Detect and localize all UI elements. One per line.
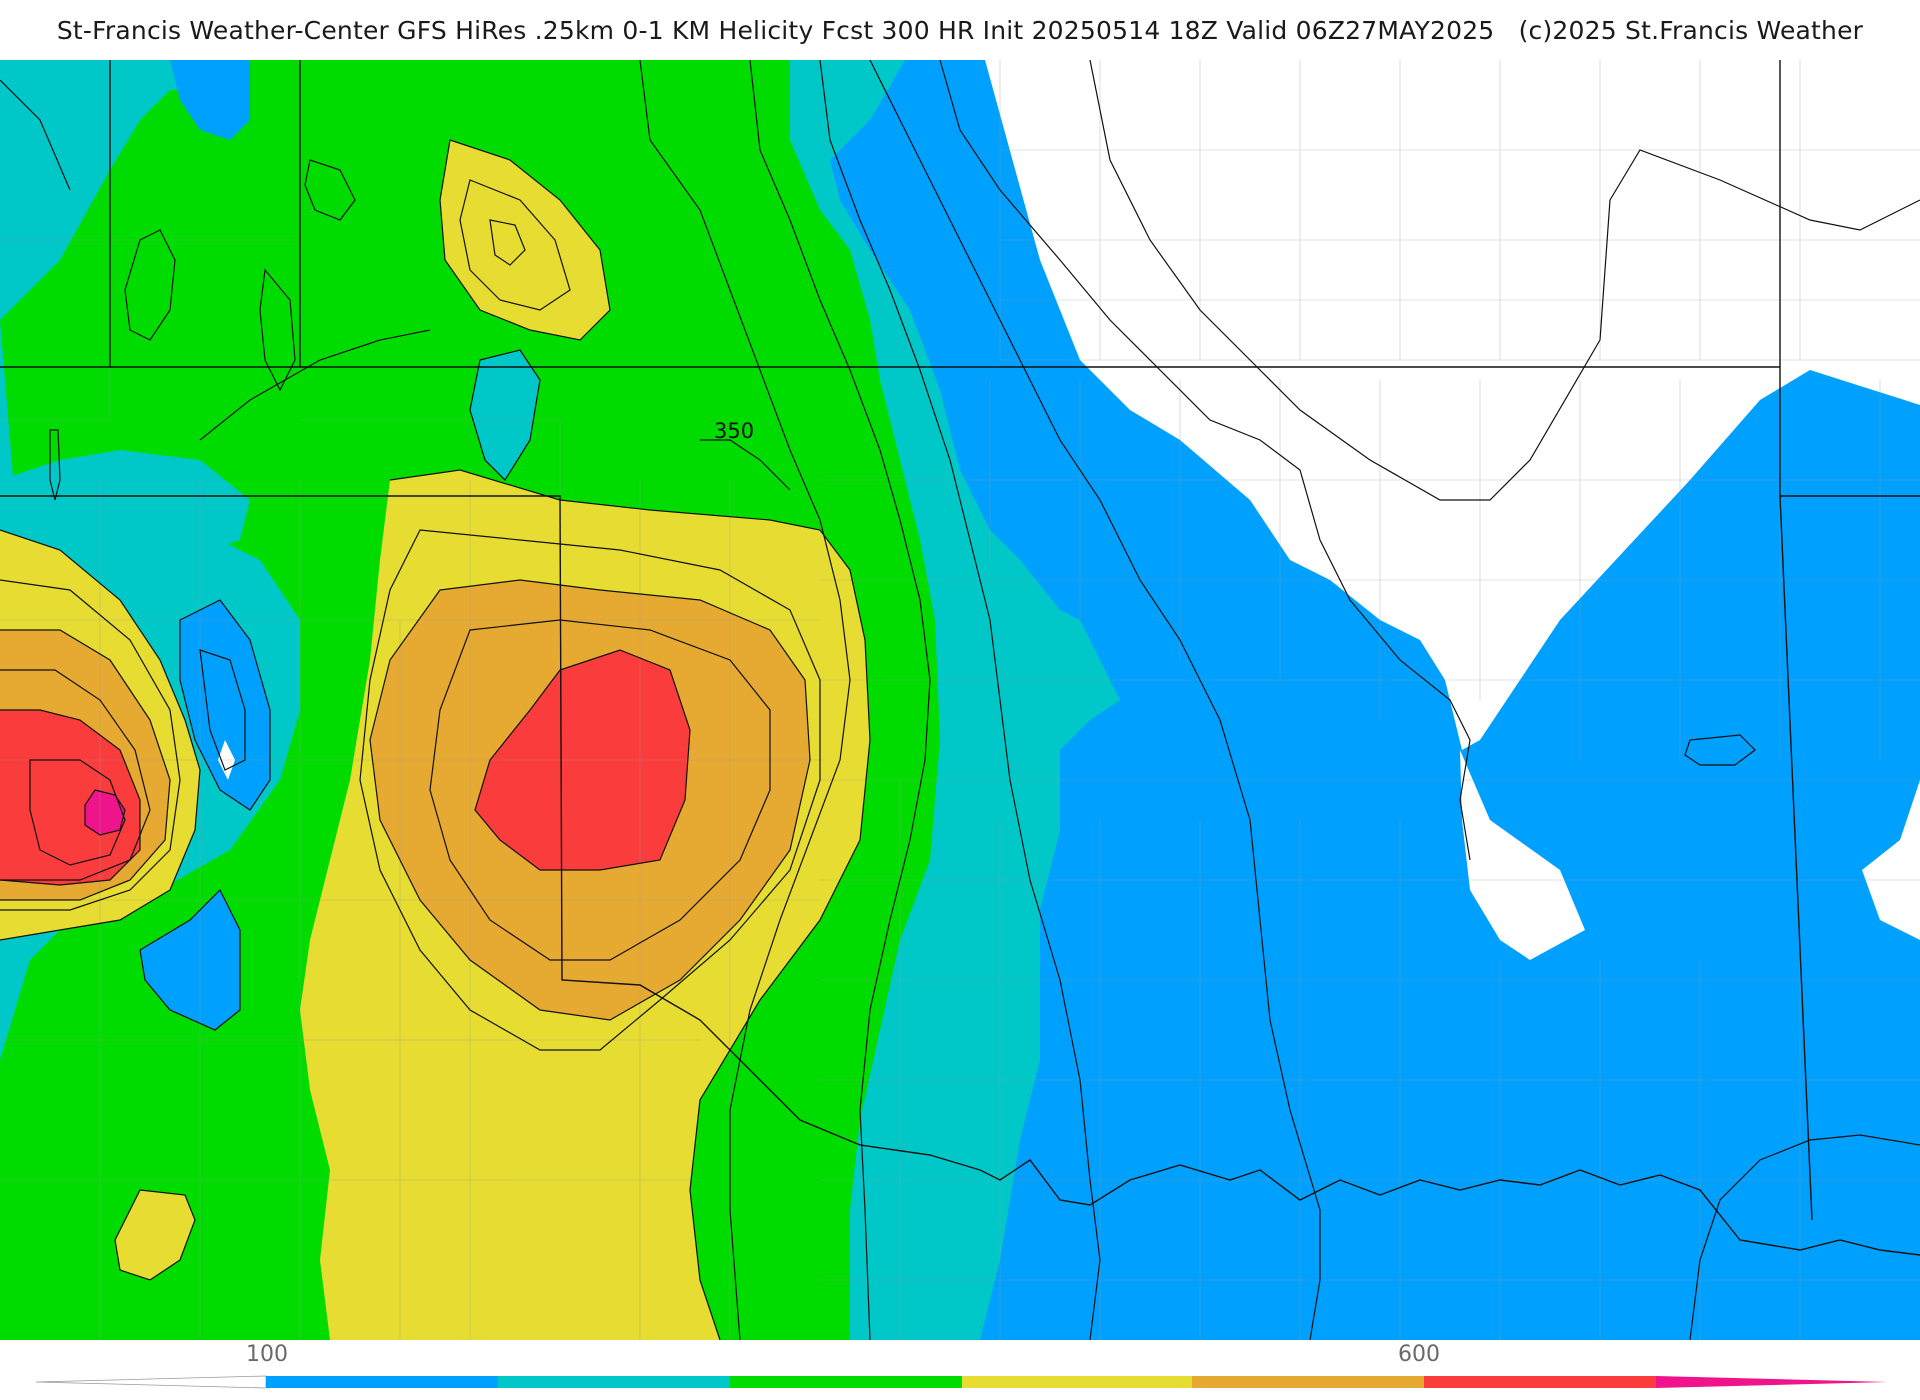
yellow-pocket-north [440,140,610,340]
helicity-map: 350 [0,60,1920,1340]
colorbar-segment-4 [962,1376,1192,1388]
contour-label-350: 350 [714,419,754,443]
colorbar-segment-5 [1192,1376,1424,1388]
cyan-hole-north [470,350,540,480]
white-region-east [1862,780,1920,940]
blue-pocket-west [180,600,270,810]
cyan-hole-west [0,450,250,580]
helicity-colorbar [35,1375,1888,1389]
copyright-text: (c)2025 St.Francis Weather [1518,16,1864,45]
colorbar-segment-1 [266,1376,498,1388]
colorbar-tick-100: 100 [246,1342,288,1367]
white-region-south [1460,750,1585,960]
title-text: St-Francis Weather-Center GFS HiRes .25k… [56,16,1495,45]
colorbar-right-triangle [1656,1376,1888,1388]
colorbar-segment-2 [498,1376,730,1388]
yellow-pocket-south [115,1190,195,1280]
blue-pocket-north [170,60,250,140]
colorbar-segment-3 [730,1376,962,1388]
magenta-core-west [85,790,125,835]
state-boundaries [0,60,1920,1256]
colorbar-tick-600: 600 [1398,1342,1440,1367]
white-region-north [985,60,1920,750]
blue-pocket-southwest [140,890,240,1030]
county-lines [0,60,1920,1340]
contour-lines [0,60,1920,1340]
colorbar-left-triangle [35,1375,267,1389]
map-title: St-Francis Weather-Center GFS HiRes .25k… [0,16,1920,45]
colorbar-segment-6 [1424,1376,1656,1388]
red-core-west [0,710,140,885]
